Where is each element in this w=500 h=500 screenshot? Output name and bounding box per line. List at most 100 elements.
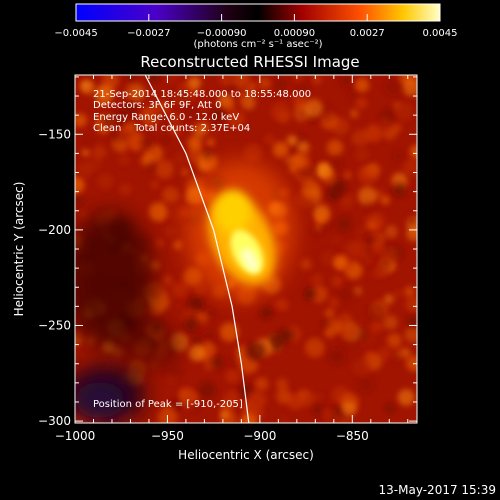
heatmap-speckle xyxy=(183,316,199,332)
heatmap-speckle xyxy=(407,315,417,328)
heatmap-speckle xyxy=(97,173,114,190)
y-tick-label: −250 xyxy=(38,318,71,332)
heatmap-speckle xyxy=(170,112,181,124)
heatmap-speckle xyxy=(296,81,310,95)
heatmap-speckle xyxy=(162,275,174,287)
heatmap-speckle xyxy=(394,289,403,298)
x-tick-label: −850 xyxy=(336,429,369,443)
heatmap-speckle xyxy=(75,113,87,128)
heatmap-speckle xyxy=(333,255,348,271)
colorbar-units: (photons cm⁻² s⁻¹ asec⁻²) xyxy=(193,39,322,50)
heatmap-speckle xyxy=(365,124,383,143)
heatmap-speckle xyxy=(315,212,328,225)
heatmap-speckle xyxy=(332,235,342,245)
heatmap-speckle xyxy=(162,186,179,204)
heatmap-speckle xyxy=(104,110,120,127)
flare-source xyxy=(185,160,295,300)
heatmap-speckle xyxy=(355,97,368,110)
heatmap-speckle xyxy=(404,286,415,298)
heatmap-speckle xyxy=(349,109,359,118)
colorbar-ticks: −0.0045 −0.0027 −0.00090 0.00090 0.0027 0.004… xyxy=(54,14,458,39)
heatmap-speckle xyxy=(352,357,372,377)
heatmap-speckle xyxy=(228,357,238,366)
heatmap-speckle xyxy=(355,147,369,162)
x-axis-ticks: −1000 −950 −900 −850 xyxy=(55,75,409,443)
heatmap-speckle xyxy=(180,168,189,177)
heatmap-speckle xyxy=(207,127,219,139)
heatmap-speckle xyxy=(379,117,392,129)
heatmap-speckle xyxy=(335,215,353,233)
heatmap-speckle xyxy=(370,240,385,255)
heatmap-speckle xyxy=(192,124,207,138)
heatmap-speckle xyxy=(93,85,114,106)
heatmap-speckle xyxy=(255,377,269,391)
heatmap-speckle xyxy=(278,328,294,343)
heatmap-speckle xyxy=(258,77,271,90)
heatmap-speckle xyxy=(300,258,312,270)
heatmap-speckle xyxy=(367,221,375,230)
heatmap-speckle xyxy=(409,145,417,159)
heatmap-speckle xyxy=(324,409,342,423)
heatmap-speckle xyxy=(402,158,417,176)
heatmap-speckle xyxy=(132,366,143,377)
heatmap-speckle xyxy=(354,78,370,93)
footer-date: 13-May-2017 15:39 xyxy=(379,483,496,497)
heatmap-speckle xyxy=(187,76,202,90)
heatmap-speckle xyxy=(124,121,135,133)
heatmap-speckle xyxy=(383,315,398,330)
heatmap-speckle xyxy=(210,355,225,370)
heatmap-speckle xyxy=(276,378,288,391)
heatmap-speckle xyxy=(325,318,342,336)
heatmap-speckle xyxy=(140,135,155,150)
annotation-detectors: Detectors: 3F 6F 9F, Att 0 xyxy=(93,100,221,111)
heatmap-speckle xyxy=(384,294,394,304)
x-tick-label: −900 xyxy=(243,429,276,443)
heatmap-speckle xyxy=(173,152,189,167)
heatmap-speckle xyxy=(356,226,368,238)
heatmap-speckle xyxy=(201,329,216,344)
heatmap-speckle xyxy=(190,402,200,412)
heatmap-speckle xyxy=(163,225,176,238)
colorbar-tick-label: 0.00090 xyxy=(274,28,315,39)
heatmap-speckle xyxy=(367,302,387,322)
heatmap-speckle xyxy=(84,137,93,147)
annotation-energy: Energy Range: 6.0 - 12.0 keV xyxy=(93,112,239,123)
heatmap-speckle xyxy=(278,417,289,423)
heatmap-speckle xyxy=(365,202,374,212)
heatmap-speckle xyxy=(190,333,205,348)
heatmap-speckle xyxy=(392,182,407,198)
heatmap-speckle xyxy=(238,383,253,398)
heatmap-speckle xyxy=(324,308,335,319)
heatmap-speckle xyxy=(341,401,357,417)
heatmap-speckle xyxy=(393,151,404,162)
heatmap-speckle xyxy=(331,275,344,288)
heatmap-speckle xyxy=(320,320,330,329)
heatmap-speckle xyxy=(227,110,246,129)
heatmap-speckle xyxy=(311,403,324,416)
heatmap-speckle xyxy=(126,75,136,80)
heatmap-speckle xyxy=(362,253,373,264)
heatmap-speckle xyxy=(353,286,362,296)
heatmap-speckle xyxy=(394,102,414,121)
heatmap-speckle xyxy=(92,145,107,160)
y-tick-label: −200 xyxy=(38,223,71,237)
heatmap-speckle xyxy=(304,99,323,118)
heatmap-speckle xyxy=(381,196,390,205)
heatmap-image xyxy=(75,75,417,423)
heatmap-speckle xyxy=(225,369,240,384)
heatmap-speckle xyxy=(336,284,356,304)
heatmap-speckle xyxy=(405,296,417,313)
heatmap-speckle xyxy=(397,389,415,406)
heatmap-speckle xyxy=(329,296,340,308)
heatmap-speckle xyxy=(252,407,265,420)
heatmap-speckle xyxy=(381,246,400,264)
heatmap-speckle xyxy=(150,180,160,189)
heatmap-speckle xyxy=(406,215,417,226)
y-tick-label: −150 xyxy=(38,127,71,141)
heatmap-speckle xyxy=(351,129,369,147)
heatmap-speckle xyxy=(259,305,274,320)
colorbar-tick-label: −0.0027 xyxy=(127,28,170,39)
heatmap-speckle xyxy=(400,347,411,359)
heatmap-speckle xyxy=(358,186,377,206)
